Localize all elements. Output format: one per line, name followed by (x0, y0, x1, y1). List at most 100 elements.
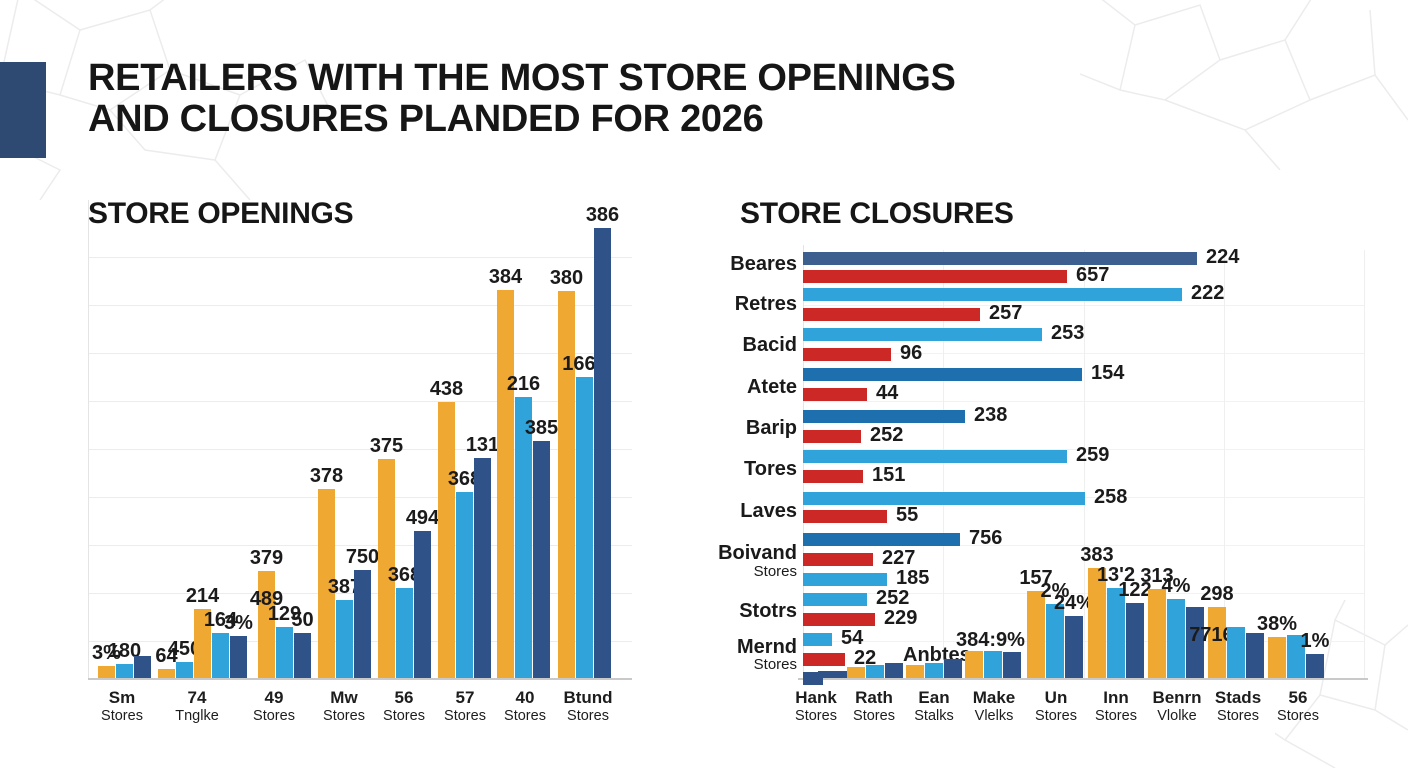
bar-value-label: 368 (387, 564, 422, 586)
x-tick-line1: Stads (1214, 688, 1262, 707)
bar-value-label: 385 (524, 417, 559, 439)
openings-bar: 216 (507, 374, 540, 678)
closures-mini-bar (1227, 627, 1245, 678)
hbar-value-label: 229 (884, 607, 918, 629)
hbar-value-label: 756 (969, 527, 1003, 549)
x-tick-line1: 74 (187, 688, 207, 707)
bar-value-label: 450 (167, 638, 202, 660)
hbar-value-label: 227 (882, 547, 916, 569)
openings-bar-group: 375 368 494 (370, 436, 439, 678)
page-title: RETAILERS WITH THE MOST STORE OPENINGS A… (88, 57, 956, 141)
x-tick-line2: Stores (567, 708, 609, 725)
x-tick-line2: Stores (1217, 708, 1259, 725)
hbar-value-label: 54 (841, 627, 864, 649)
openings-bar: 384 (489, 267, 522, 678)
closures-hbar: 154 (803, 363, 1124, 383)
x-tick-line2: Vlelks (974, 708, 1014, 725)
category-label: Mernd (737, 636, 797, 658)
openings-bar: 438 (430, 379, 463, 678)
closures-x-axis (798, 678, 1368, 680)
openings-bar: 494 (406, 508, 439, 678)
x-tick-line2: Stores (795, 708, 837, 725)
hbar-value-label: 154 (1091, 362, 1125, 384)
bar-value-label: 180 (107, 640, 142, 662)
x-tick-line2: Vlolke (1157, 708, 1197, 725)
openings-bar: 50 (291, 610, 314, 678)
closures-mini-x-tick: 56 Stores (1277, 688, 1319, 726)
bar-value-label: 375 (369, 435, 404, 457)
category-label: Laves (740, 500, 797, 522)
x-tick-line2: Stores (444, 708, 486, 725)
x-tick-line1: Hank (795, 688, 837, 707)
bar-value-label: 379 (249, 547, 284, 569)
bar-value-label: 438 (429, 378, 464, 400)
bar-value-label: 50 (291, 609, 314, 631)
openings-bar-group: 438 368 131 (430, 379, 499, 678)
gridline (88, 497, 632, 498)
openings-bar: 387 (328, 577, 361, 678)
hbar-value-label: 224 (1206, 246, 1240, 268)
category-label: Barip (745, 417, 797, 439)
gridline (88, 305, 632, 306)
closures-mini-bar: 298 77167 (1189, 584, 1245, 678)
openings-bar: 129 (268, 604, 301, 678)
hbar-value-label: 252 (876, 587, 910, 609)
closures-mini-x-tick: Benrn Vlolke (1152, 688, 1201, 726)
openings-bar: 750 (346, 547, 379, 678)
openings-bar: 379 489 (250, 548, 283, 678)
openings-x-tick: Btund Stores (563, 688, 612, 726)
x-tick-line2: Tnglke (175, 708, 219, 725)
closures-hbar: 253 (803, 323, 1084, 343)
bar-value-label: 383 (1080, 544, 1114, 566)
bar-value-label: 216 (506, 373, 541, 395)
bar-value-label: 380 (549, 267, 584, 289)
openings-bar: 3% (92, 643, 121, 678)
closures-mini-bar: 4% (1162, 576, 1190, 678)
x-tick-line2: Stores (1095, 708, 1137, 725)
bar-value-label: 386 (585, 204, 620, 226)
bar-value-label: 131 (465, 434, 500, 456)
x-tick-line1: Sm (108, 688, 136, 707)
hbar-value-label: 222 (1191, 282, 1225, 304)
openings-bar: 164 (204, 610, 237, 678)
bar-value-label: 1% (1300, 630, 1330, 652)
x-tick-line2: Stores (253, 708, 295, 725)
closures-mini-bar (906, 665, 924, 678)
bar-value-label: 24% (1053, 592, 1095, 614)
hbar-value-label: 238 (974, 404, 1008, 426)
closures-hbar: 258 (803, 487, 1127, 507)
bar-value-label: 38% (1256, 613, 1298, 635)
closures-hbar: 54 (803, 628, 863, 648)
hbar-value-label: 151 (872, 464, 906, 486)
closures-mini-bar-group (818, 671, 848, 678)
gridline (943, 250, 944, 678)
x-tick-line1: 49 (264, 688, 284, 707)
category-label: Beares (730, 253, 797, 275)
category-label: Atete (746, 376, 797, 398)
title-accent-block (0, 62, 46, 158)
bar-value-label: 157 (1019, 567, 1053, 589)
gridline (88, 401, 632, 402)
closures-hbar: 257 (803, 303, 1022, 323)
closures-mini-bar-group: 383 13'2 122 (1080, 545, 1152, 678)
openings-bar-group: 384 216 385 (489, 267, 558, 678)
closures-mini-bar (1246, 633, 1264, 678)
x-tick-line2: Stores (853, 708, 895, 725)
bar-value-label: 64 (155, 645, 178, 667)
closures-hbar: 657 (803, 265, 1109, 285)
openings-x-tick: Sm Stores (101, 688, 143, 726)
openings-bar: 380 (550, 268, 583, 678)
openings-bar: 214 (186, 586, 219, 678)
x-tick-line1: Un (1044, 688, 1068, 707)
x-tick-line1: Make (972, 688, 1016, 707)
hbar-value-label: 22 (854, 647, 877, 669)
openings-chart-title: STORE OPENINGS (88, 197, 354, 230)
category-label: Boivand (718, 542, 797, 564)
closures-mini-bar (1287, 635, 1305, 678)
bar-value-label: 129 (267, 603, 302, 625)
x-tick-line1: Mw (330, 688, 358, 707)
openings-x-tick: Mw Stores (323, 688, 365, 726)
bar-value-label: 13'2 (1096, 564, 1136, 586)
closures-hbar: 96 (803, 343, 922, 363)
closures-hbar: 238 (803, 405, 1007, 425)
